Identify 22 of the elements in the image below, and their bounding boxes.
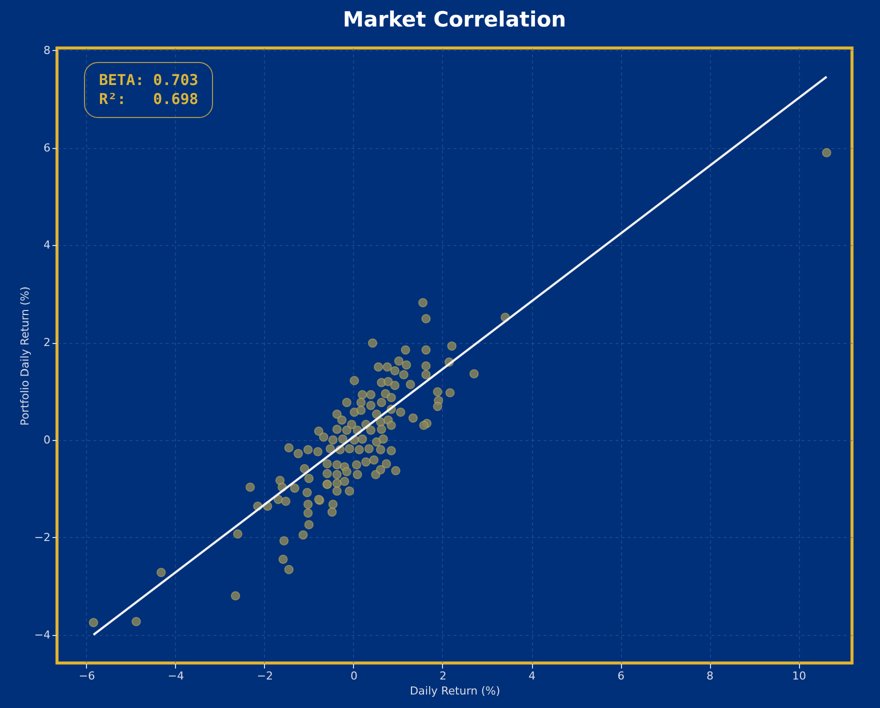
x-tick-label: −4: [168, 670, 184, 682]
x-tick-label: 4: [528, 670, 536, 682]
x-tick-label: 6: [618, 670, 625, 682]
chart-title: Market Correlation: [342, 7, 566, 32]
x-tick-label: 10: [792, 670, 806, 682]
annotation: R²: 0.698: [99, 90, 198, 109]
y-tick-label: 6: [44, 141, 50, 154]
y-tick-label: −2: [34, 530, 50, 544]
x-axis-title: Daily Return (%): [410, 684, 500, 698]
x-tick-label: 8: [706, 670, 714, 682]
x-tick-label: −2: [256, 670, 274, 682]
y-axis-title: Portfolio Daily Return (%): [18, 286, 32, 426]
annotation: BETA: 0.703: [99, 71, 198, 90]
y-tick-label: −4: [34, 628, 50, 642]
text-box: BETA: 0.703 R²: 0.698: [84, 62, 214, 118]
x-tick-label: 2: [439, 670, 446, 682]
x-tick-label: 0: [350, 670, 358, 682]
y-tick-label: 0: [44, 433, 50, 446]
y-tick-label: 4: [44, 238, 50, 252]
x-tick-label: −6: [78, 670, 95, 682]
y-tick-label: 8: [44, 44, 50, 57]
y-tick-label: 2: [44, 336, 50, 350]
